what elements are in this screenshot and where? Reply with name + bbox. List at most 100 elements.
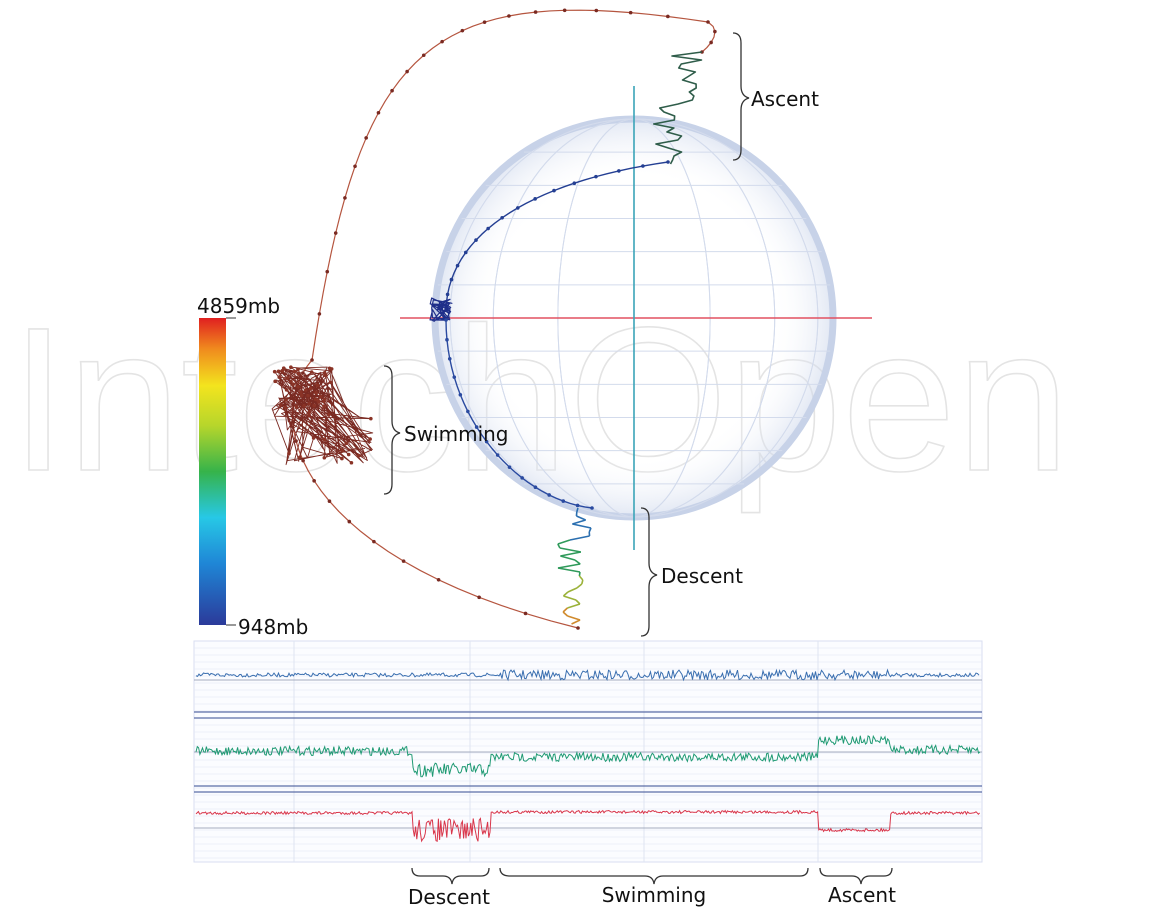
trajectory-point [322, 399, 326, 404]
trajectory-point [310, 358, 314, 362]
trajectory-point [296, 371, 300, 376]
trajectory-point [292, 369, 297, 374]
trajectory-point [307, 410, 312, 414]
trajectory-point [289, 365, 293, 370]
trajectory-point [590, 506, 594, 510]
trajectory-point [421, 53, 426, 58]
trajectory-point [347, 519, 352, 524]
trajectory-descent-segment [576, 507, 579, 513]
trajectory-point [520, 476, 524, 480]
annotation-swimming-label: Swimming [404, 422, 509, 446]
trajectory-point [284, 405, 288, 410]
trajectory-descent-segment [572, 523, 592, 529]
trajectory-point [312, 479, 316, 483]
trajectory-point [284, 388, 289, 392]
trajectory-descent-segment [576, 515, 586, 521]
trajectory-descent-segment [563, 595, 577, 601]
trajectory-point [340, 456, 344, 461]
trajectory-descent-segment [562, 611, 569, 617]
trajectory-descent-segment [567, 587, 578, 593]
trajectory-point [572, 181, 577, 185]
segment-label-swimming: Swimming [602, 883, 707, 907]
trajectory-point [296, 367, 300, 372]
trajectory-point [349, 460, 354, 465]
trajectory-point [273, 379, 277, 384]
trajectory-point [302, 404, 306, 408]
trajectory-point [445, 292, 450, 297]
trajectory-point [376, 110, 381, 115]
trajectory-point [312, 403, 316, 408]
trajectory-point [666, 160, 670, 164]
trajectory-point [628, 10, 633, 15]
trajectory-point [281, 366, 286, 370]
trajectory-descent-segment [557, 567, 581, 573]
trajectory-point [463, 250, 468, 255]
trajectory-point [329, 367, 334, 371]
trajectory-point [562, 8, 567, 13]
trajectory-descent-segment [572, 519, 586, 525]
trajectory-point [575, 503, 580, 508]
trajectory-point [482, 20, 487, 24]
trajectory-point [547, 493, 551, 497]
segment-brace-descent [411, 867, 490, 885]
annotation-descent-3d: Descent [640, 507, 743, 637]
trajectory-point [576, 626, 580, 630]
trajectory-point [523, 611, 528, 616]
trajectory-descent-segment [574, 559, 581, 565]
trajectory-point [368, 437, 372, 441]
trajectory-point [460, 28, 465, 33]
trajectory-point [390, 88, 394, 93]
segment-brace-ascent [819, 867, 893, 885]
trajectory-point [372, 539, 376, 544]
trajectory-point [617, 169, 621, 173]
trajectory-point [445, 337, 449, 342]
trajectory-point [405, 69, 409, 74]
trajectory-point [458, 392, 463, 397]
trajectory-point [289, 379, 293, 384]
trajectory-point [594, 8, 599, 13]
trajectory-point [278, 403, 283, 407]
trajectory-point [507, 465, 512, 469]
trajectory-point [323, 373, 328, 377]
trajectory-descent-segment [578, 571, 581, 577]
trajectory-point [307, 401, 312, 406]
trajectory-descent-segment [562, 591, 569, 597]
trajectory-point [440, 39, 444, 44]
trajectory-point [287, 451, 291, 456]
trajectory-descent-segment [569, 535, 590, 541]
trajectory-point [325, 269, 330, 274]
trajectory-point [356, 453, 361, 458]
trajectory-descent-segment [567, 615, 581, 621]
trajectory-point [294, 404, 299, 409]
trajectory-point [477, 595, 481, 600]
trajectory-point [276, 369, 281, 374]
colorbar: 4859mb 948mb [197, 294, 308, 639]
trajectory-descent-segment [575, 599, 581, 605]
segment-label-descent: Descent [408, 885, 490, 908]
trajectory-point [303, 388, 308, 392]
trajectory-point [313, 397, 318, 402]
trajectory-point [500, 216, 504, 220]
trajectory-point [484, 439, 489, 444]
trajectory-point [328, 380, 333, 385]
trajectory-point [306, 393, 310, 398]
trajectory-point [507, 14, 511, 18]
trajectory-point [322, 455, 327, 460]
trajectory-point [447, 357, 452, 361]
trajectory-point [333, 231, 338, 235]
trajectory-descent-segment [571, 619, 581, 625]
trajectory-point [343, 196, 347, 200]
trajectory-point [594, 174, 598, 179]
trajectory-point [327, 499, 332, 504]
trajectory-descent-segment [581, 579, 584, 585]
colorbar-gradient [199, 318, 226, 625]
trajectory-point [309, 370, 314, 374]
trajectory-point [474, 425, 479, 429]
trajectory-descent-segment [559, 547, 582, 553]
trajectory-point [561, 499, 566, 503]
trajectory-point [297, 455, 302, 460]
trajectory-descent-segment [576, 583, 583, 589]
timeseries-panel [193, 640, 983, 863]
trajectory-point [307, 413, 311, 418]
